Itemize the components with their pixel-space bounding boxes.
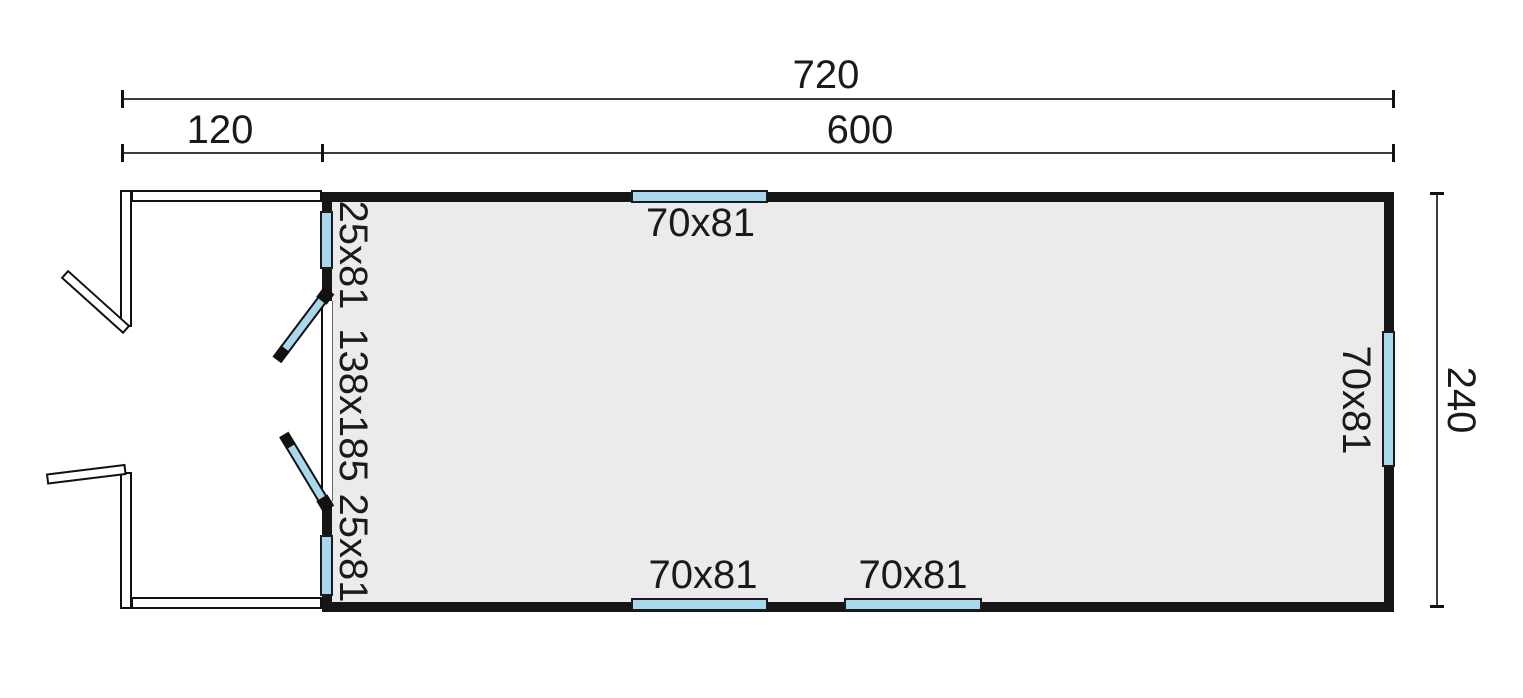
railing-corner-joint (131, 597, 133, 609)
porch-gate-leaf-upper (60, 269, 131, 335)
door-leaf-lower (279, 431, 335, 513)
dimension-line-depth (1436, 193, 1438, 607)
window-label-right: 70x81 (1334, 345, 1378, 455)
dimension-tick (1392, 90, 1395, 108)
door-leaf-end-cap (279, 431, 296, 450)
dimension-tick (1392, 144, 1395, 162)
porch-gate-leaf-lower (45, 463, 127, 485)
door-opening (321, 301, 333, 501)
gate-leaf-panel (60, 269, 131, 335)
door-leaf-panel (279, 295, 327, 354)
gate-leaf-panel (45, 463, 127, 485)
dimension-tick (121, 144, 124, 162)
window-left-top (320, 211, 333, 269)
dimension-tick (1430, 192, 1444, 195)
window-bottom-left (631, 598, 768, 611)
window-label-top: 70x81 (646, 201, 755, 245)
dimension-tick (121, 90, 124, 108)
window-label-bottom-left: 70x81 (648, 553, 758, 597)
dimension-tick (321, 144, 324, 162)
window-label-left-bottom: 25x81 (331, 493, 375, 603)
door-leaf-upper (272, 286, 335, 364)
window-label-left-top: 25x81 (331, 200, 375, 310)
railing-corner-joint (131, 190, 133, 202)
dimension-line-porch-width (122, 152, 322, 154)
window-left-bottom (320, 535, 333, 596)
door-leaf-end-cap (272, 345, 290, 364)
window-right (1382, 331, 1395, 467)
dimension-label-porch-width: 120 (186, 108, 254, 152)
dimension-label-main-width: 600 (826, 108, 894, 152)
window-top (631, 190, 768, 203)
dimension-line-main-width (322, 152, 1394, 154)
door-leaf-panel (285, 441, 328, 503)
dimension-tick (1430, 605, 1444, 608)
window-label-bottom-right: 70x81 (858, 553, 968, 597)
door-label: 138x185 (331, 328, 375, 482)
dimension-line-total-width (122, 98, 1394, 100)
window-bottom-right (844, 598, 982, 611)
dimension-label-total-width: 720 (792, 53, 860, 97)
